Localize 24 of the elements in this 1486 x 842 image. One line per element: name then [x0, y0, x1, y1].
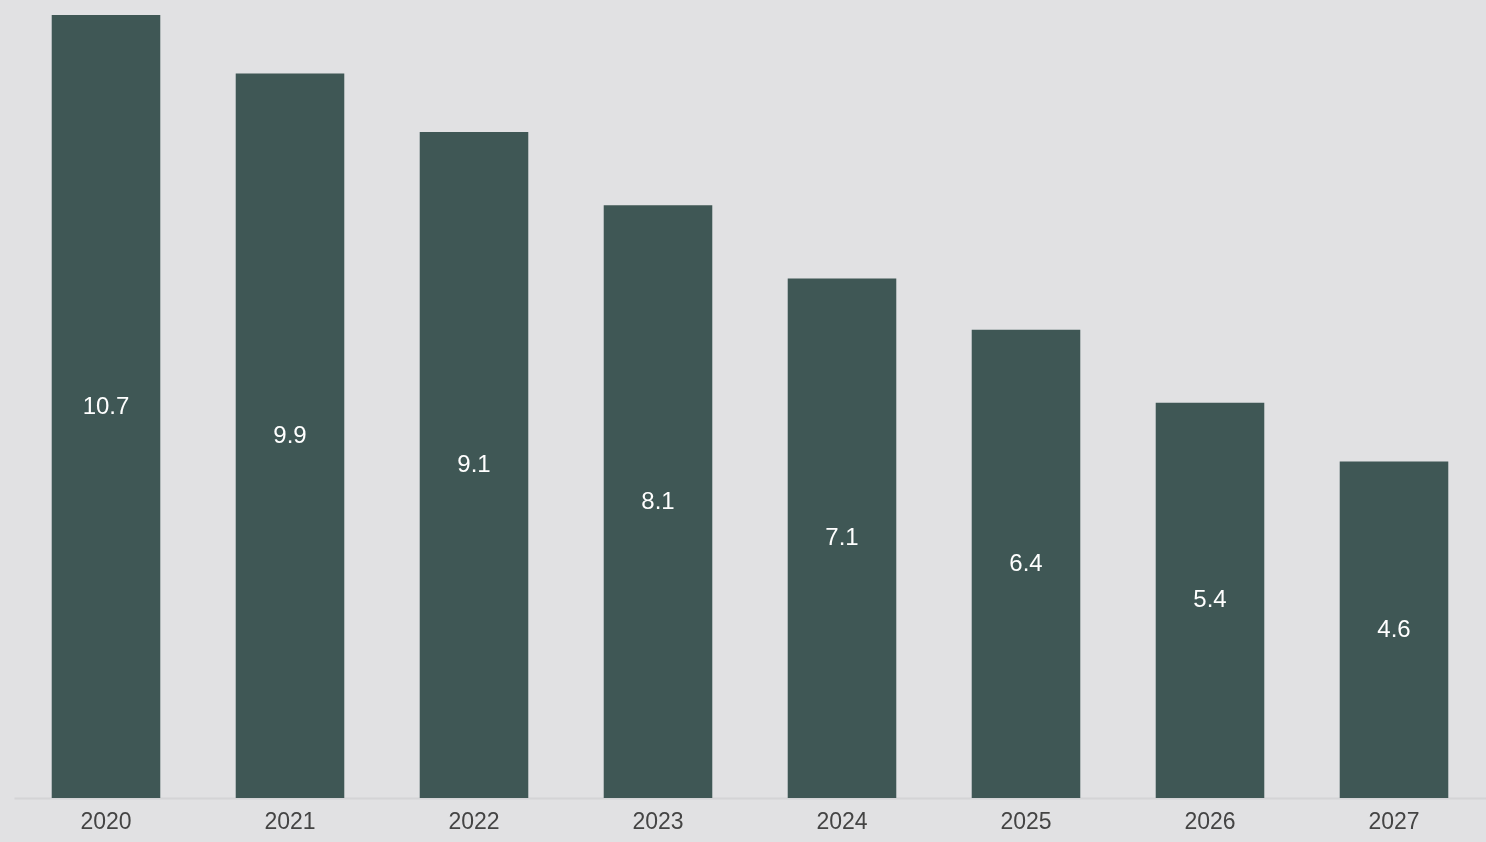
x-tick-label: 2025	[1000, 807, 1052, 834]
data-label: 6.4	[1009, 548, 1043, 576]
bar	[1155, 402, 1265, 798]
bar	[1339, 461, 1449, 798]
data-label: 5.4	[1193, 585, 1227, 613]
data-label: 7.1	[825, 523, 859, 551]
x-tick-label: 2024	[816, 807, 868, 834]
data-label: 9.9	[273, 420, 307, 448]
x-tick-label: 2026	[1184, 807, 1236, 834]
bar	[51, 15, 161, 798]
data-label: 4.6	[1377, 614, 1411, 642]
x-tick-label: 2020	[80, 807, 132, 834]
x-tick-label: 2023	[632, 807, 684, 834]
data-label: 10.7	[82, 391, 130, 419]
bar	[971, 329, 1081, 798]
bar	[419, 132, 529, 798]
x-tick-label: 2027	[1368, 807, 1420, 834]
bar	[235, 73, 345, 798]
data-label: 9.1	[457, 450, 491, 478]
x-tick-label: 2021	[264, 807, 316, 834]
x-tick-label: 2022	[448, 807, 500, 834]
bar	[603, 205, 713, 798]
bar	[787, 278, 897, 798]
data-label: 8.1	[641, 486, 675, 514]
